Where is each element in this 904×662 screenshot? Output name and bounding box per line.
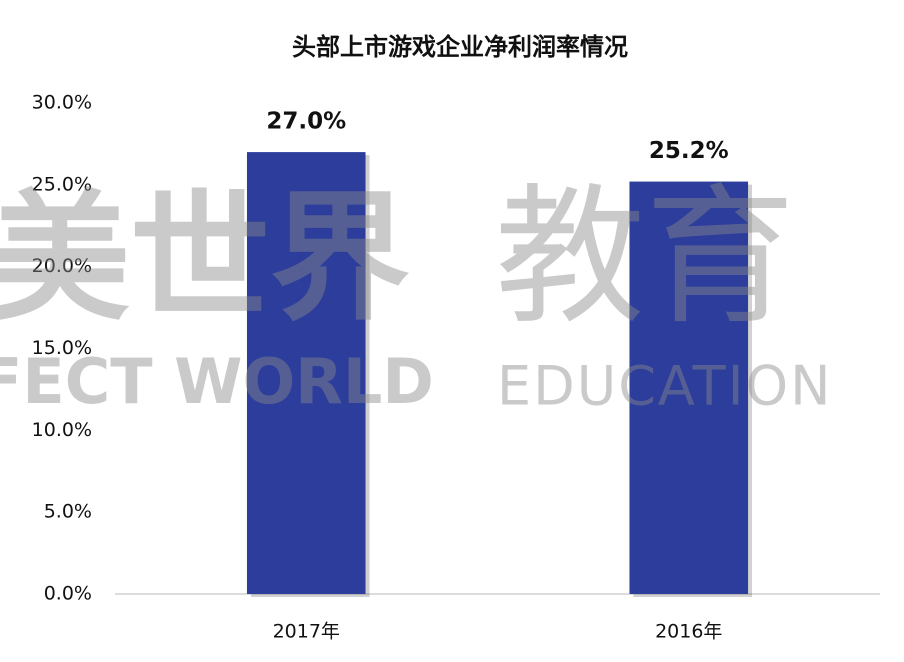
y-tick-label: 5.0% [44,501,92,523]
y-tick-label: 30.0% [32,92,92,114]
y-tick-label: 0.0% [44,583,92,605]
x-tick-label: 2016年 [655,621,722,643]
watermark: EDUCATION [497,355,833,418]
chart-title: 头部上市游戏企业净利润率情况 [292,33,628,61]
watermark: 美世界 [0,178,410,341]
x-tick-label: 2017年 [273,621,340,643]
y-tick-label: 20.0% [32,255,92,277]
y-tick-label: 25.0% [32,173,92,195]
watermark: FECT WORLD [0,345,434,418]
value-label: 27.0% [266,109,346,135]
watermark: 教育 [495,171,795,345]
bar [629,181,749,594]
y-tick-label: 15.0% [32,337,92,359]
bar [246,152,366,594]
value-label: 25.2% [649,138,729,164]
y-tick-label: 10.0% [32,419,92,441]
